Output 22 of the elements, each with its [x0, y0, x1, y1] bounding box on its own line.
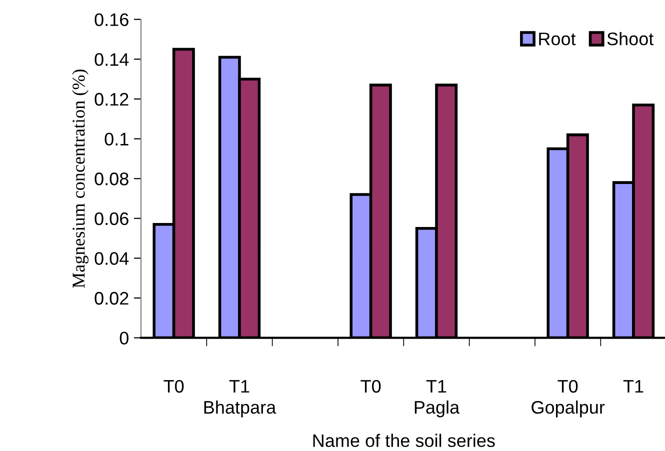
x-axis-title: Name of the soil series: [313, 434, 495, 448]
x-tick-label: T1: [426, 380, 446, 393]
text: Pagla: [414, 400, 460, 418]
y-tick-label: 0.12: [94, 92, 128, 106]
y-tick-label: 0.02: [94, 292, 128, 305]
legend-label: Shoot: [607, 32, 654, 46]
y-tick-label: 0.06: [94, 212, 128, 226]
y-tick-label: 0: [120, 332, 128, 345]
x-tick-label: T1: [623, 380, 644, 393]
y-tick-label: 0.08: [94, 172, 128, 186]
y-tick-label: 0.04: [94, 252, 129, 265]
text: Gopalpur: [532, 400, 605, 418]
y-tick-label: 0.14: [94, 53, 129, 66]
y-tick-label: 0.16: [94, 13, 128, 26]
y-tick-label: 0.1: [104, 132, 128, 146]
x-tick-label: T0: [164, 380, 184, 393]
x-tick-label: T1: [229, 380, 250, 393]
legend-label: Root: [539, 32, 576, 46]
text: Bhatpara: [204, 400, 276, 418]
x-tick-label: T0: [558, 380, 578, 393]
y-axis-title: Magnesium concentration (%): [72, 70, 88, 288]
x-tick-label: T0: [360, 380, 381, 393]
